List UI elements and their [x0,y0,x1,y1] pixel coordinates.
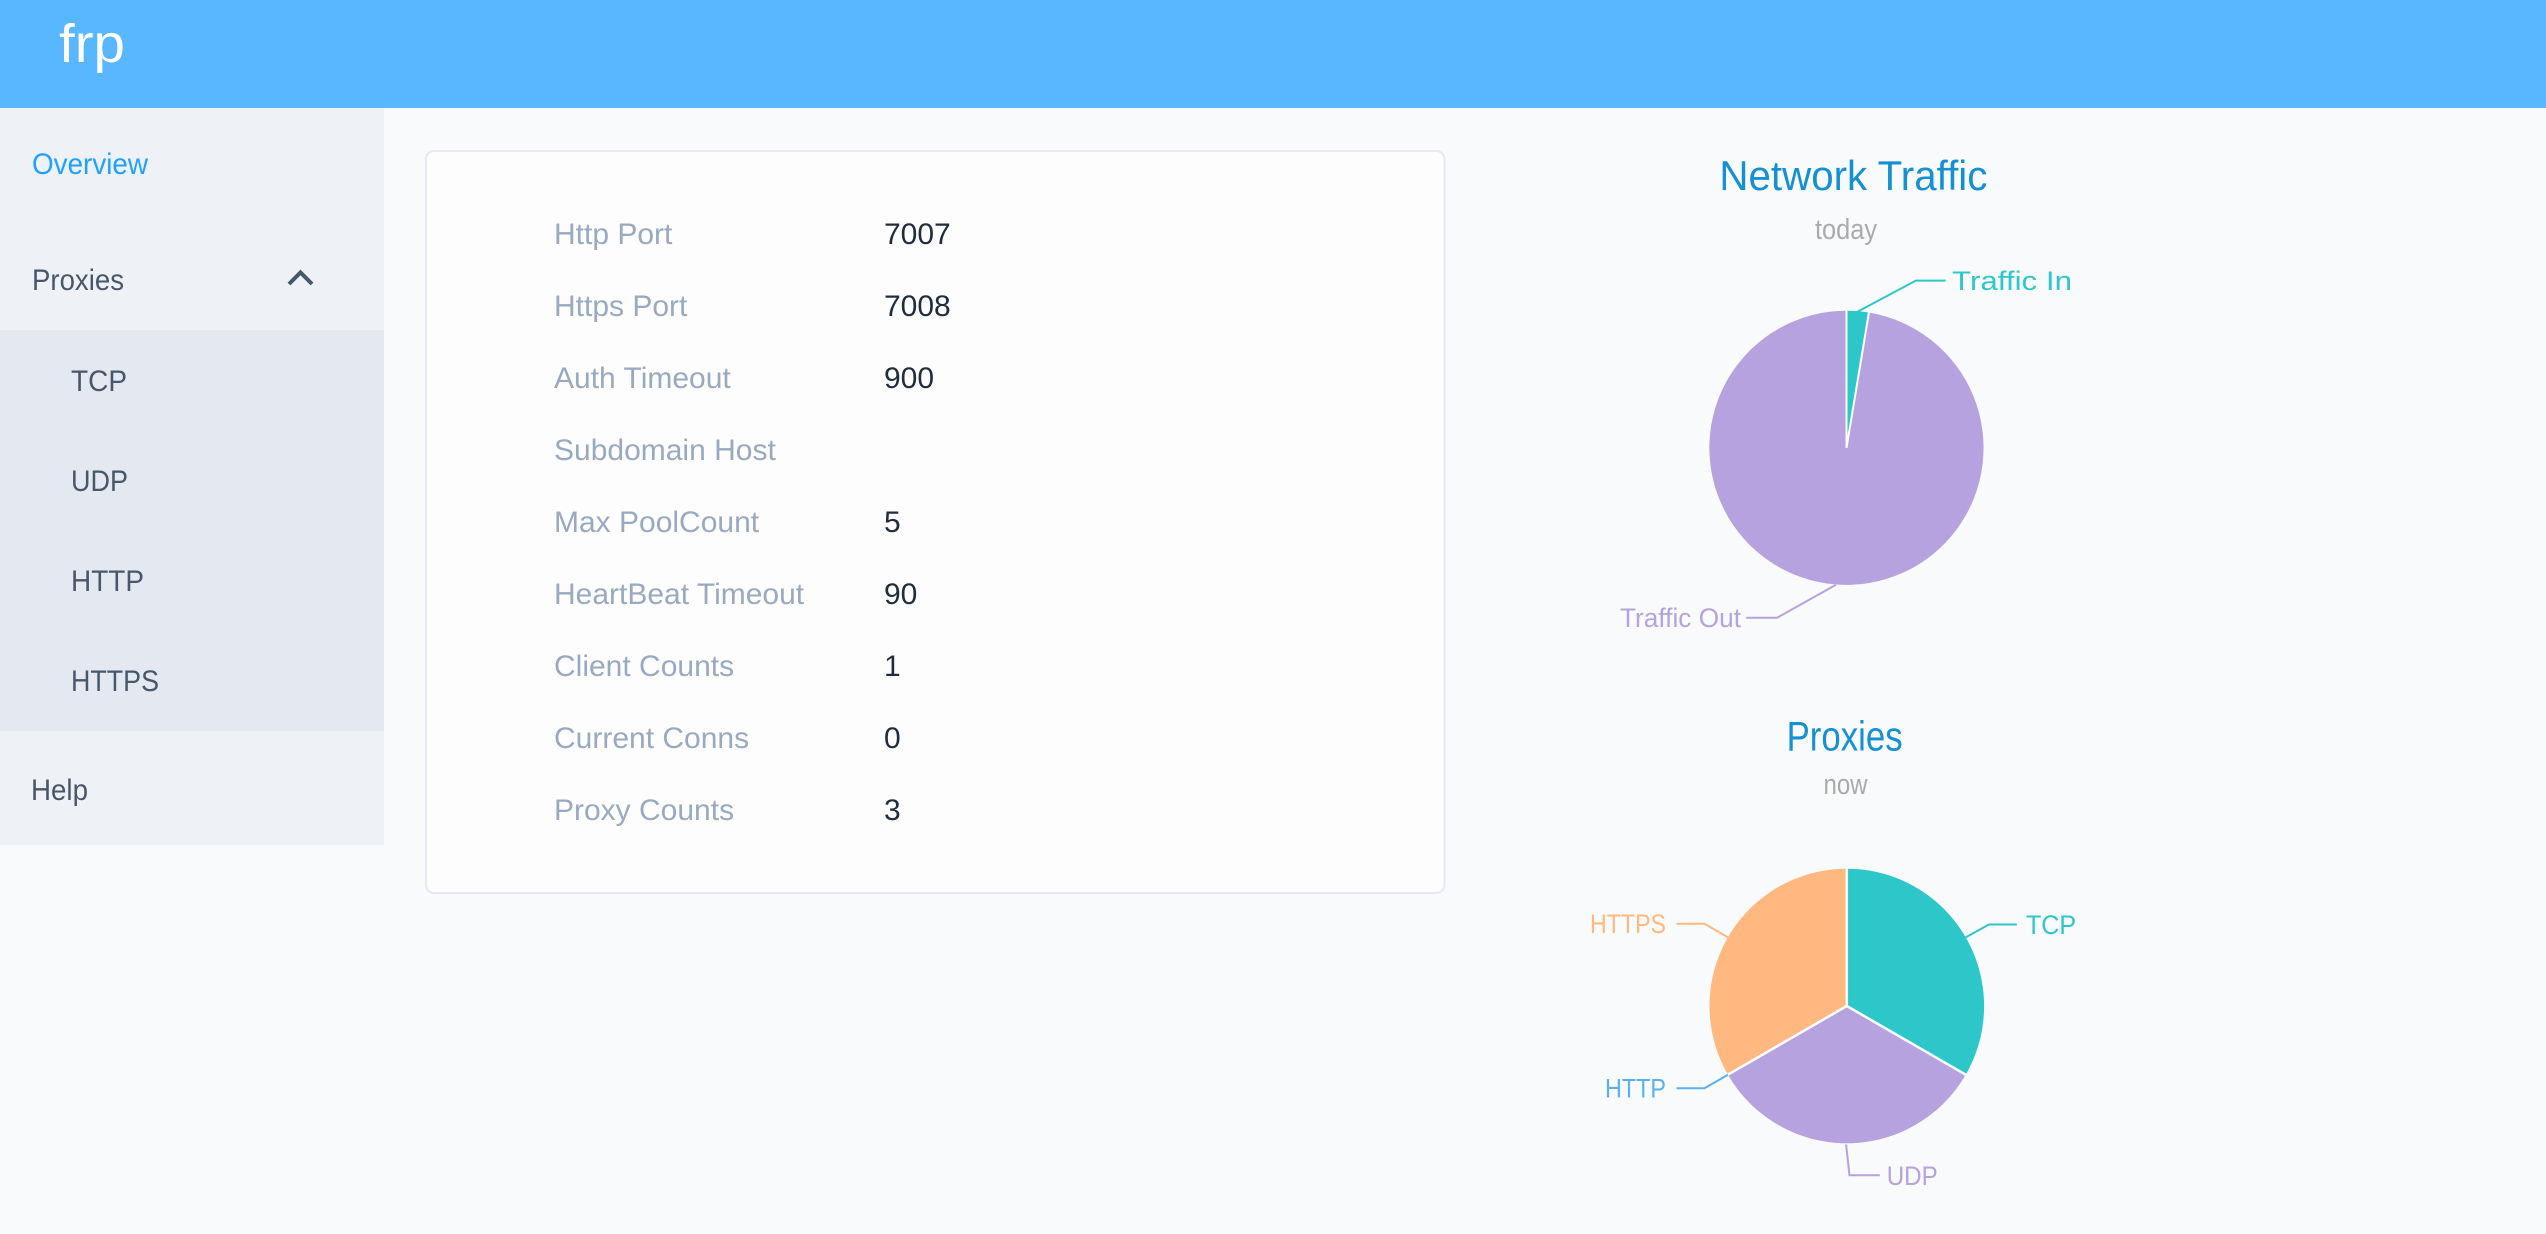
svg-text:HTTP: HTTP [71,565,144,598]
svg-text:now: now [1824,769,1869,801]
svg-text:TCP: TCP [2026,910,2076,940]
svg-text:Traffic In: Traffic In [1952,266,2072,296]
svg-text:7008: 7008 [884,290,951,323]
svg-text:HTTPS: HTTPS [1590,909,1666,939]
svg-text:1: 1 [884,650,901,683]
svg-text:frp: frp [59,14,125,74]
svg-text:HTTP: HTTP [1605,1074,1666,1104]
svg-text:Http Port: Http Port [554,218,673,251]
svg-text:900: 900 [884,362,934,395]
svg-text:7007: 7007 [884,218,951,251]
svg-text:Proxies: Proxies [1787,713,1903,760]
svg-text:Https Port: Https Port [554,290,688,323]
svg-text:Network Traffic: Network Traffic [1719,152,1987,199]
svg-text:Max PoolCount: Max PoolCount [554,506,760,539]
svg-text:90: 90 [884,578,917,611]
svg-text:5: 5 [884,506,901,539]
svg-text:Overview: Overview [32,148,148,181]
svg-text:HTTPS: HTTPS [71,665,159,698]
svg-text:UDP: UDP [1887,1161,1938,1191]
svg-text:HeartBeat Timeout: HeartBeat Timeout [554,578,805,611]
svg-text:Traffic Out: Traffic Out [1620,603,1741,633]
svg-text:today: today [1815,214,1877,246]
svg-text:3: 3 [884,794,901,827]
svg-text:Proxies: Proxies [32,264,124,297]
svg-text:TCP: TCP [71,365,127,398]
svg-text:Subdomain Host: Subdomain Host [554,434,776,467]
svg-text:Auth Timeout: Auth Timeout [554,362,731,395]
svg-text:0: 0 [884,722,901,755]
svg-text:UDP: UDP [71,465,128,498]
svg-text:Proxy Counts: Proxy Counts [554,794,734,827]
svg-text:Help: Help [31,774,88,807]
svg-text:Current Conns: Current Conns [554,722,749,755]
svg-text:Client Counts: Client Counts [554,650,734,683]
